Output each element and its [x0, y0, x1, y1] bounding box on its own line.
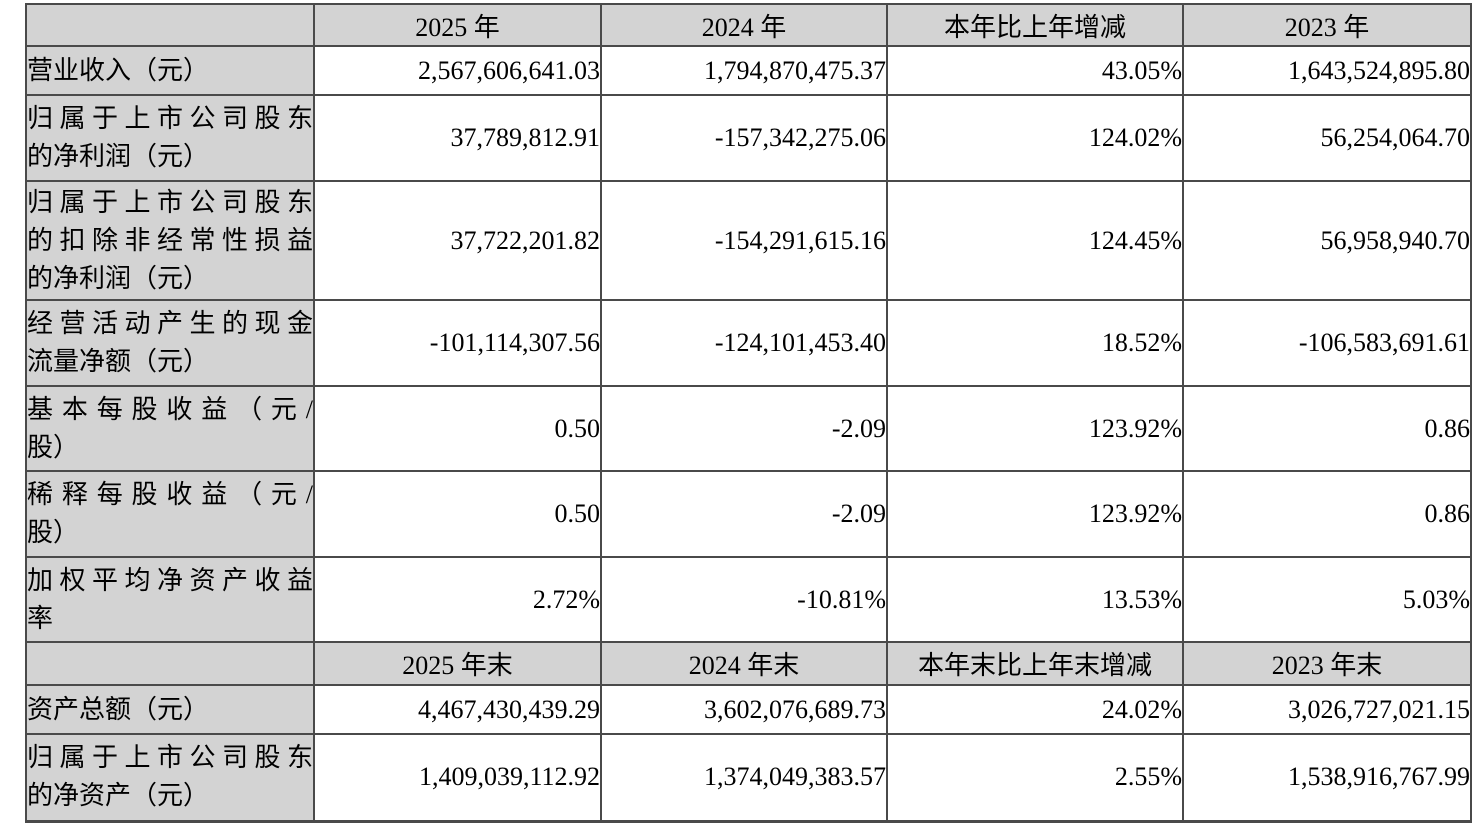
row-label: 稀释每股收益（元/ 股）: [25, 470, 315, 558]
header-cell-yearend-change: 本年末比上年末增减: [886, 641, 1184, 686]
value-2023: 1,643,524,895.80: [1182, 45, 1472, 96]
row-label: 基本每股收益（元/ 股）: [25, 385, 315, 472]
value-2025-yearend: 1,409,039,112.92: [313, 733, 602, 822]
row-label-line: 归属于上市公司股东: [27, 187, 313, 217]
value-2023-yearend: 1,538,916,767.99: [1182, 733, 1472, 822]
value-yearend-change: 2.55%: [886, 733, 1184, 822]
value-2025: 2,567,606,641.03: [313, 45, 602, 96]
header-cell-blank: [25, 641, 315, 686]
row-label-line: 资产总额（元）: [27, 694, 210, 724]
value-2024: -10.81%: [600, 556, 888, 643]
value-change: 124.45%: [886, 180, 1184, 301]
value-change: 123.92%: [886, 470, 1184, 558]
row-label-line: 归属于上市公司股东: [27, 743, 313, 773]
row-operating-cash-flow: 经营活动产生的现金 流量净额（元） -101,114,307.56 -124,1…: [25, 299, 1472, 387]
row-label-line: 加权平均净资产收益: [27, 565, 313, 595]
value-change: 43.05%: [886, 45, 1184, 96]
header-row-period: 2025 年 2024 年 本年比上年增减 2023 年: [25, 3, 1472, 47]
row-label-line: 的净利润（元）: [27, 142, 210, 171]
row-net-profit-after-non-recurring: 归属于上市公司股东 的扣除非经常性损益 的净利润（元） 37,722,201.8…: [25, 180, 1472, 301]
value-change: 18.52%: [886, 299, 1184, 387]
value-2023: -106,583,691.61: [1182, 299, 1472, 387]
row-label-line: 经营活动产生的现金: [27, 309, 313, 338]
row-label: 归属于上市公司股东 的净资产（元）: [25, 733, 315, 822]
value-2024: -157,342,275.06: [600, 94, 888, 182]
value-change: 123.92%: [886, 385, 1184, 472]
row-label-line: 率: [27, 603, 54, 633]
value-2023: 5.03%: [1182, 556, 1472, 643]
value-change: 13.53%: [886, 556, 1184, 643]
header-cell-2025: 2025 年: [313, 3, 602, 47]
value-2025-yearend: 4,467,430,439.29: [313, 684, 602, 735]
value-2025: 0.50: [313, 385, 602, 472]
row-label: 归属于上市公司股东 的扣除非经常性损益 的净利润（元）: [25, 180, 315, 301]
value-2025: -101,114,307.56: [313, 299, 602, 387]
row-label: 资产总额（元）: [25, 684, 315, 735]
row-label-line: 的净资产（元）: [27, 781, 210, 811]
row-label-line: 基本每股收益（元/: [27, 394, 313, 424]
header-cell-2023: 2023 年: [1182, 3, 1472, 47]
value-yearend-change: 24.02%: [886, 684, 1184, 735]
header-cell-2025-yearend: 2025 年末: [313, 641, 602, 686]
header-cell-blank: [25, 3, 315, 47]
row-label-line: 稀释每股收益（元/: [27, 480, 313, 509]
row-label: 归属于上市公司股东 的净利润（元）: [25, 94, 315, 182]
header-cell-yoy-change: 本年比上年增减: [886, 3, 1184, 47]
value-2025: 37,722,201.82: [313, 180, 602, 301]
value-2025: 37,789,812.91: [313, 94, 602, 182]
row-net-assets-attributable: 归属于上市公司股东 的净资产（元） 1,409,039,112.92 1,374…: [25, 733, 1472, 822]
row-label-line: 的净利润（元）: [27, 263, 210, 293]
value-change: 124.02%: [886, 94, 1184, 182]
value-2025: 0.50: [313, 470, 602, 558]
value-2023: 56,254,064.70: [1182, 94, 1472, 182]
row-operating-revenue: 营业收入（元） 2,567,606,641.03 1,794,870,475.3…: [25, 45, 1472, 96]
row-label: 经营活动产生的现金 流量净额（元）: [25, 299, 315, 387]
value-2024: -2.09: [600, 470, 888, 558]
row-label: 加权平均净资产收益 率: [25, 556, 315, 643]
row-diluted-eps: 稀释每股收益（元/ 股） 0.50 -2.09 123.92% 0.86: [25, 470, 1472, 558]
value-2024: 1,794,870,475.37: [600, 45, 888, 96]
financial-summary-table: 2025 年 2024 年 本年比上年增减 2023 年 营业收入（元） 2,5…: [25, 3, 1472, 823]
value-2023: 0.86: [1182, 470, 1472, 558]
value-2024: -154,291,615.16: [600, 180, 888, 301]
row-weighted-average-roe: 加权平均净资产收益 率 2.72% -10.81% 13.53% 5.03%: [25, 556, 1472, 643]
row-label-line: 营业收入（元）: [27, 55, 210, 85]
row-label-line: 流量净额（元）: [27, 347, 210, 376]
value-2025: 2.72%: [313, 556, 602, 643]
header-cell-2024: 2024 年: [600, 3, 888, 47]
row-label-line: 的扣除非经常性损益: [27, 225, 313, 255]
row-total-assets: 资产总额（元） 4,467,430,439.29 3,602,076,689.7…: [25, 684, 1472, 735]
value-2024-yearend: 1,374,049,383.57: [600, 733, 888, 822]
value-2024: -2.09: [600, 385, 888, 472]
row-net-profit-attributable: 归属于上市公司股东 的净利润（元） 37,789,812.91 -157,342…: [25, 94, 1472, 182]
value-2023: 0.86: [1182, 385, 1472, 472]
value-2023-yearend: 3,026,727,021.15: [1182, 684, 1472, 735]
row-label-line: 归属于上市公司股东: [27, 104, 313, 133]
value-2024-yearend: 3,602,076,689.73: [600, 684, 888, 735]
row-basic-eps: 基本每股收益（元/ 股） 0.50 -2.09 123.92% 0.86: [25, 385, 1472, 472]
header-row-yearend: 2025 年末 2024 年末 本年末比上年末增减 2023 年末: [25, 641, 1472, 686]
row-label-line: 股）: [27, 518, 80, 547]
value-2023: 56,958,940.70: [1182, 180, 1472, 301]
row-label-line: 股）: [27, 432, 80, 462]
row-label: 营业收入（元）: [25, 45, 315, 96]
header-cell-2023-yearend: 2023 年末: [1182, 641, 1472, 686]
header-cell-2024-yearend: 2024 年末: [600, 641, 888, 686]
value-2024: -124,101,453.40: [600, 299, 888, 387]
